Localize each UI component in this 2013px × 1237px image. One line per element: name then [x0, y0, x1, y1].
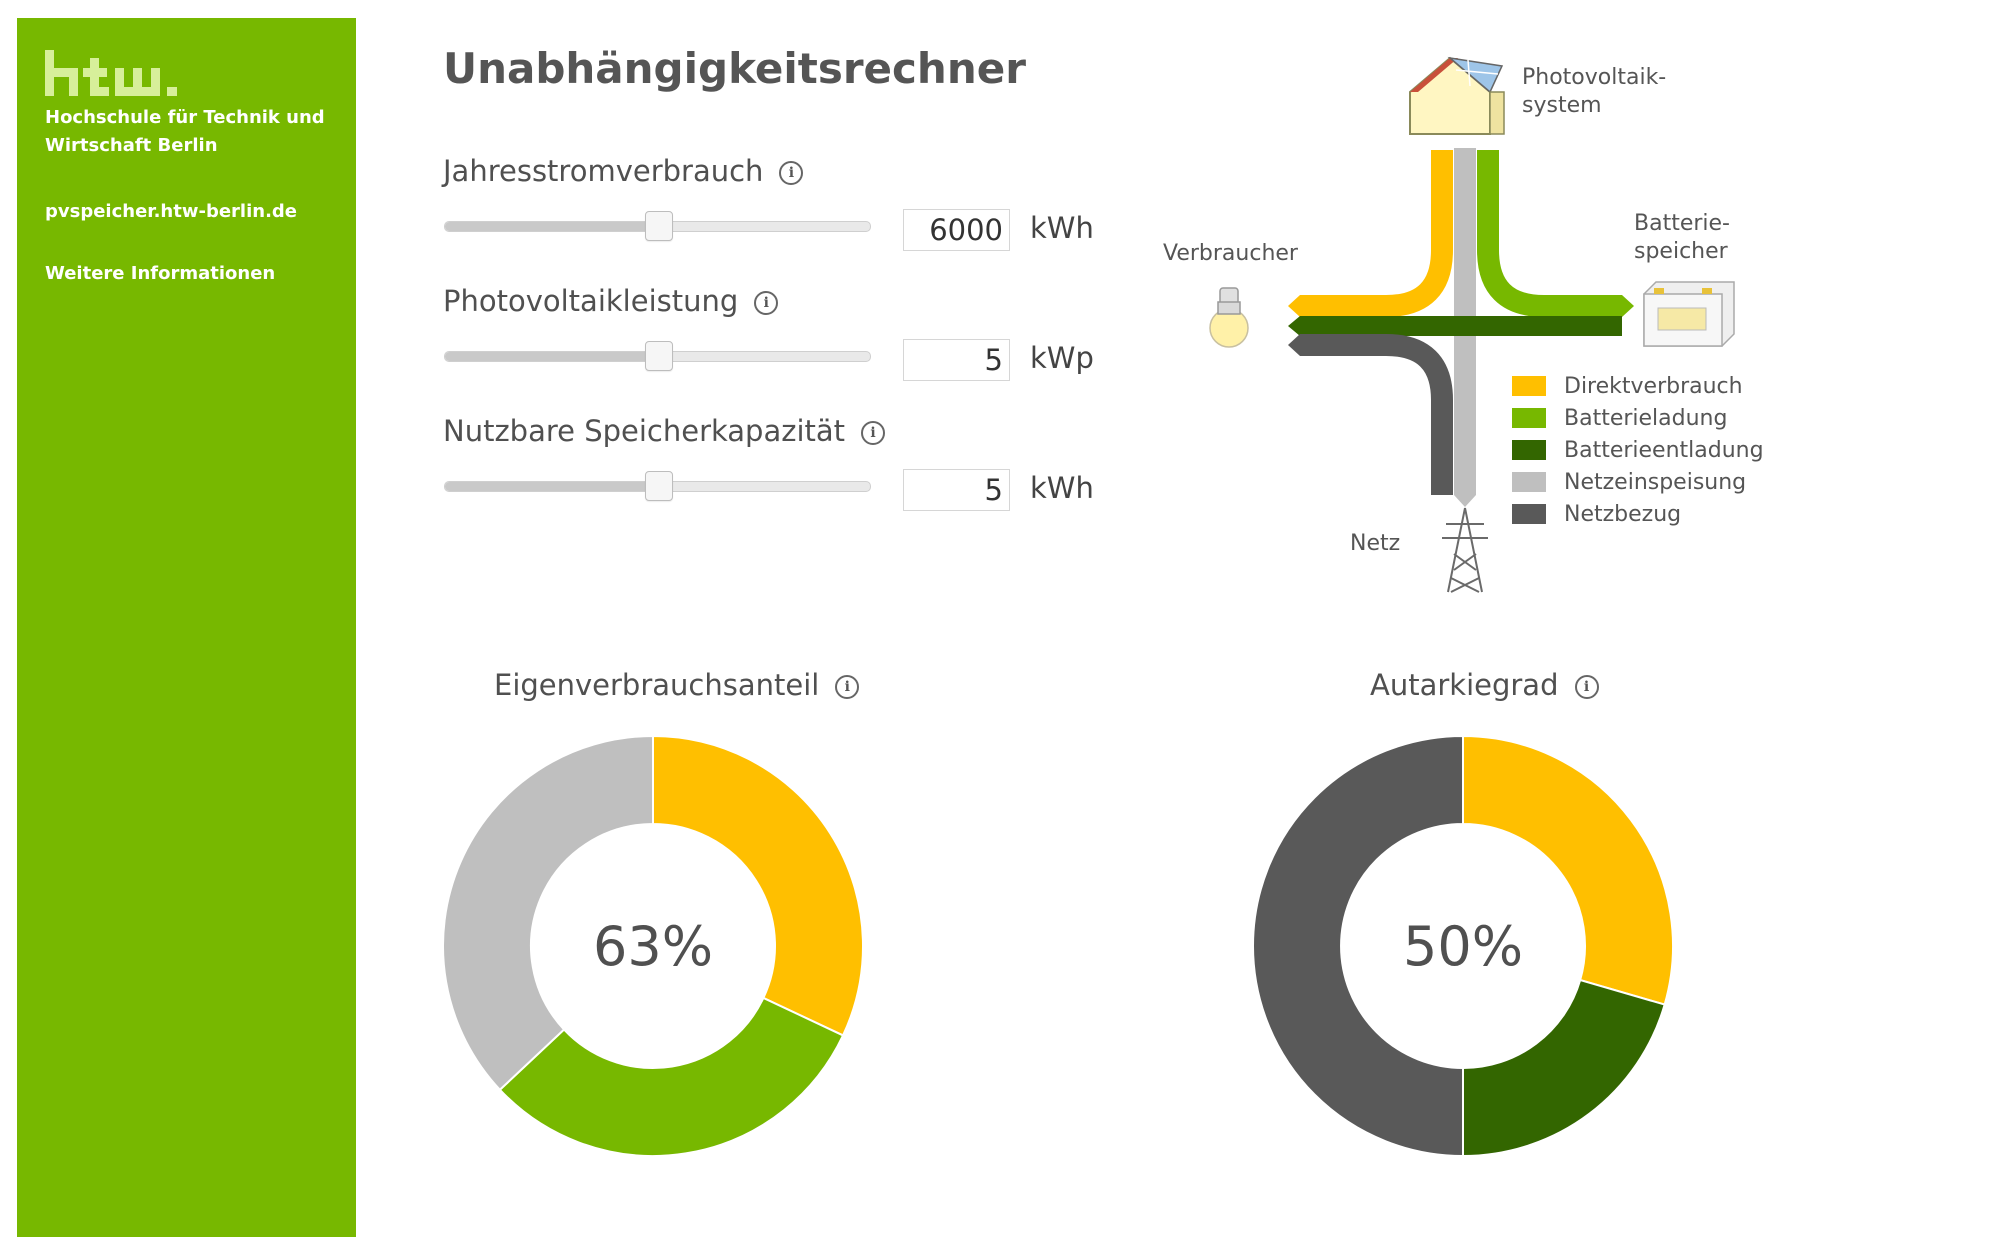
slider-jahresstromverbrauch[interactable]	[444, 211, 871, 241]
donut-slice-batterieladung	[498, 996, 845, 1157]
slider-speicherkapazitaet[interactable]	[444, 471, 871, 501]
donut-svg	[442, 734, 864, 1157]
slider-handle[interactable]	[644, 471, 673, 501]
chart-title-autarkiegrad: Autarkiegrad i	[1370, 668, 1599, 702]
input-label: Nutzbare Speicherkapazität	[443, 414, 846, 448]
arrow-direktverbrauch	[1288, 295, 1300, 317]
donut-slice-batterieentladung	[1462, 978, 1666, 1158]
legend-item: Direktverbrauch	[1512, 370, 1764, 402]
battery-icon	[1643, 281, 1735, 347]
label-photovoltaikleistung: Photovoltaikleistung i	[443, 284, 779, 318]
input-label: Photovoltaikleistung	[443, 284, 739, 318]
label-jahresstromverbrauch: Jahresstromverbrauch i	[443, 154, 804, 188]
legend-item: Batterieladung	[1512, 402, 1764, 434]
school-name: Hochschule für Technik und Wirtschaft Be…	[45, 107, 325, 156]
flow-graphic	[1209, 56, 1735, 593]
flow-direktverbrauch	[1300, 150, 1453, 317]
legend-swatch	[1512, 376, 1546, 396]
unit-label: kWh	[1030, 211, 1094, 245]
sidebar: Hochschule für Technik und Wirtschaft Be…	[17, 18, 356, 1237]
light-bulb-icon	[1209, 287, 1249, 348]
donut-slice-direktverbrauch	[1462, 734, 1674, 1006]
slider-fill	[445, 482, 658, 491]
donut-svg	[1252, 734, 1674, 1158]
slider-fill	[445, 352, 658, 361]
slider-handle[interactable]	[644, 211, 673, 241]
legend-swatch	[1512, 504, 1546, 524]
donut-autarkiegrad: 50%	[1252, 734, 1674, 1158]
flow-batterieladung	[1477, 150, 1622, 317]
label-speicherkapazitaet: Nutzbare Speicherkapazität i	[443, 414, 886, 448]
arrow-netzbezug	[1288, 334, 1300, 356]
speicherkapazitaet-input[interactable]	[903, 469, 1010, 511]
chart-title-eigenverbrauchsanteil: Eigenverbrauchsanteil i	[494, 668, 860, 702]
info-icon[interactable]: i	[861, 421, 886, 445]
donut-slice-netzbezug	[1252, 734, 1464, 1158]
flow-legend: Direktverbrauch Batterieladung Batteriee…	[1512, 370, 1764, 530]
arrow-netzeinspeisung	[1454, 495, 1476, 507]
arrow-batterieladung	[1622, 295, 1634, 317]
info-icon[interactable]: i	[754, 291, 779, 315]
battery-label: Batterie- speicher	[1634, 211, 1730, 264]
legend-item: Netzeinspeisung	[1512, 466, 1764, 498]
slider-photovoltaikleistung[interactable]	[444, 341, 871, 371]
photovoltaikleistung-input[interactable]	[903, 339, 1010, 381]
legend-item: Netzbezug	[1512, 498, 1764, 530]
legend-swatch	[1512, 472, 1546, 492]
input-label: Jahresstromverbrauch	[443, 154, 764, 188]
jahresstromverbrauch-input[interactable]	[903, 209, 1010, 251]
info-icon[interactable]: i	[835, 675, 860, 699]
unit-label: kWp	[1030, 341, 1094, 375]
page-title: Unabhängigkeitsrechner	[443, 44, 1026, 93]
energy-flow-diagram: Photovoltaik- system Batterie- speicher …	[1160, 40, 1800, 610]
slider-fill	[445, 222, 658, 231]
consumer-label: Verbraucher	[1163, 241, 1298, 266]
htw-logo-graphic	[45, 50, 177, 96]
slider-handle[interactable]	[644, 341, 673, 371]
flow-netzbezug	[1300, 334, 1453, 495]
htw-logo	[45, 50, 205, 104]
legend-swatch	[1512, 440, 1546, 460]
legend-item: Batterieentladung	[1512, 434, 1764, 466]
site-link[interactable]: pvspeicher.htw-berlin.de	[45, 201, 298, 222]
donut-eigenverbrauchsanteil: 63%	[442, 734, 864, 1157]
info-link[interactable]: Weitere Informationen	[45, 263, 276, 284]
pv-system-label: Photovoltaik- system	[1522, 65, 1667, 118]
donut-slice-netzeinspeisung	[442, 734, 654, 1092]
power-pylon-icon	[1442, 507, 1488, 593]
donut-slice-direktverbrauch	[652, 734, 864, 1037]
info-icon[interactable]: i	[779, 161, 804, 185]
grid-label: Netz	[1350, 531, 1401, 556]
info-icon[interactable]: i	[1574, 675, 1599, 699]
legend-swatch	[1512, 408, 1546, 428]
arrow-batterieentladung	[1288, 316, 1300, 336]
house-solar-icon	[1409, 56, 1505, 135]
unit-label: kWh	[1030, 471, 1094, 505]
